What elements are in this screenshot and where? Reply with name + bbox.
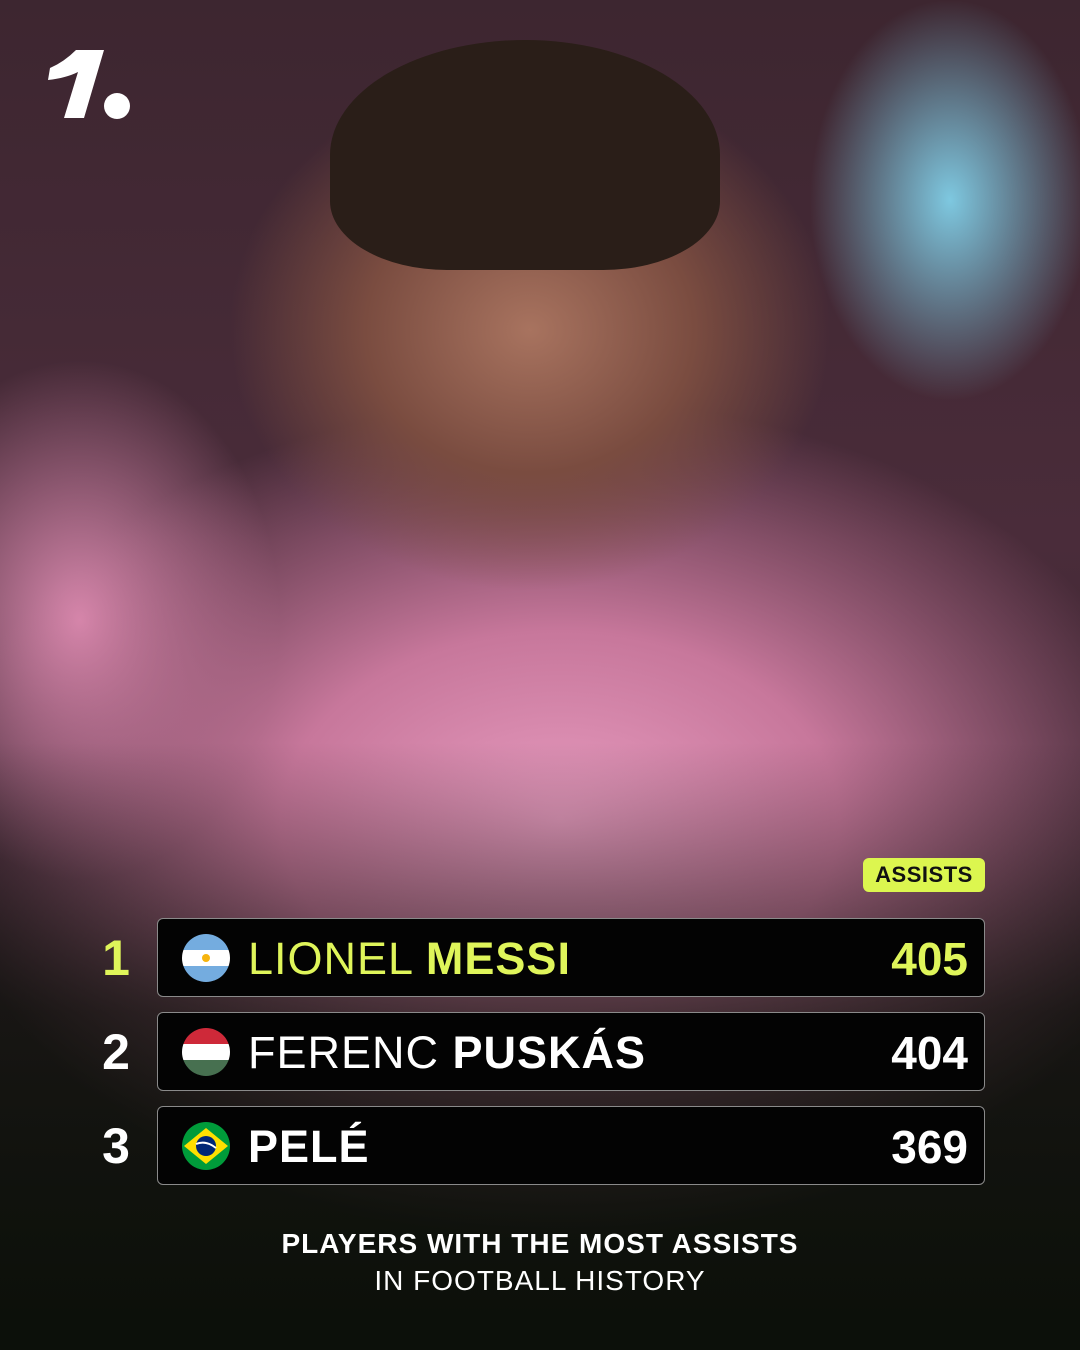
table-row: 1 LIONEL MESSI 405	[102, 918, 985, 997]
table-row: 2 FERENC PUSKÁS 404	[102, 1012, 985, 1091]
player-name: LIONEL MESSI	[248, 933, 571, 984]
assists-value: 369	[891, 1121, 968, 1173]
rank: 3	[102, 1118, 130, 1174]
rank: 2	[102, 1024, 130, 1080]
caption-title: PLAYERS WITH THE MOST ASSISTS	[281, 1228, 799, 1259]
assists-badge: ASSISTS	[863, 858, 985, 892]
player-name: PELÉ	[248, 1121, 370, 1172]
table-row: 3 PELÉ 369	[102, 1106, 985, 1185]
caption-subtitle: IN FOOTBALL HISTORY	[374, 1265, 706, 1296]
rank: 1	[102, 930, 130, 986]
assists-value: 405	[891, 933, 968, 985]
assists-value: 404	[891, 1027, 968, 1079]
brazil-flag-icon	[182, 1122, 230, 1170]
onefootball-logo-icon	[48, 50, 130, 119]
player-name: FERENC PUSKÁS	[248, 1027, 647, 1078]
argentina-flag-icon	[182, 934, 230, 982]
hungary-flag-icon	[182, 1028, 230, 1076]
